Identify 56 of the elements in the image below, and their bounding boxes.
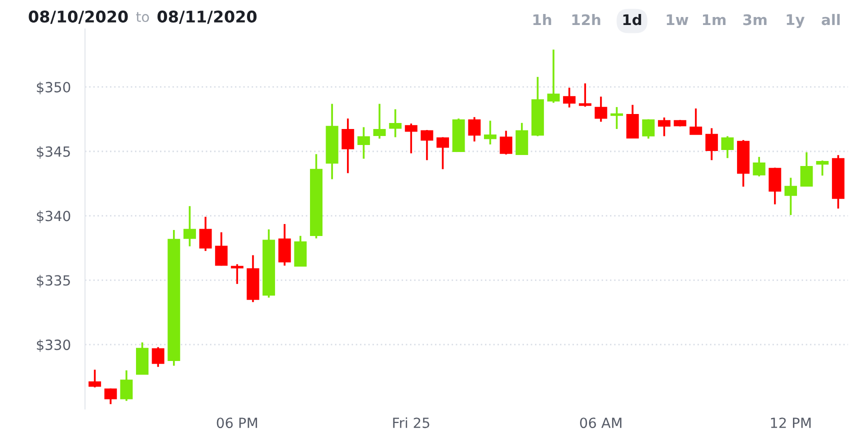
text: all [822, 14, 840, 26]
text: 1m [702, 14, 726, 26]
candlestick [436, 136, 450, 170]
candlestick [642, 118, 655, 140]
candlestick [120, 369, 133, 402]
candlestick [183, 205, 196, 248]
y-tick-label: $350 [36, 82, 70, 94]
text: to [136, 12, 149, 22]
candlestick [516, 122, 528, 156]
y-tick-label: $340 [36, 210, 70, 224]
candlestick [547, 48, 560, 104]
candlestick [420, 129, 434, 162]
candlestick [389, 108, 402, 138]
candlestick [626, 104, 639, 139]
x-tick-label: 06 PM [216, 418, 258, 428]
y-tick-label: $335 [36, 274, 70, 288]
candlestick [816, 160, 829, 176]
candlestick [768, 166, 782, 206]
candlestick [342, 118, 354, 174]
candlestick [373, 102, 386, 140]
text: 1h [533, 14, 552, 26]
candlestick [563, 86, 576, 108]
candlestick [752, 156, 766, 178]
candlestick [705, 127, 718, 162]
candlestick [594, 96, 608, 123]
text: 08/11/2020 [158, 10, 257, 24]
candlestick [278, 223, 291, 267]
text: 1d [623, 14, 642, 26]
candlestick [658, 116, 670, 138]
candlestick [152, 346, 164, 368]
y-tick-label: $330 [36, 339, 70, 352]
candlestick [484, 120, 496, 146]
candlestick [230, 263, 244, 285]
text: 1y [786, 14, 805, 28]
y-tick-label: $345 [36, 146, 70, 159]
candlestick [610, 106, 624, 130]
candlestick [404, 122, 418, 154]
x-tick-label: Fri 25 [393, 417, 430, 428]
candlestick [104, 387, 117, 406]
candlestick [800, 151, 813, 187]
candlestick [357, 126, 370, 160]
candlestick [215, 231, 228, 267]
candlestick [500, 130, 512, 156]
text: 3m [743, 14, 767, 26]
candlestick [721, 135, 734, 159]
x-tick-label: 12 PM [771, 418, 811, 428]
x-tick-label: 06 AM [580, 418, 622, 428]
text: 12h [572, 14, 600, 26]
candlestick [88, 368, 102, 388]
candlestick [468, 116, 481, 142]
candlestick [784, 176, 797, 216]
candlestick [578, 82, 592, 108]
text: 1w [666, 14, 688, 26]
candlestick [199, 216, 212, 252]
text: 08/10/2020 [28, 10, 128, 24]
candlestick [690, 108, 702, 136]
